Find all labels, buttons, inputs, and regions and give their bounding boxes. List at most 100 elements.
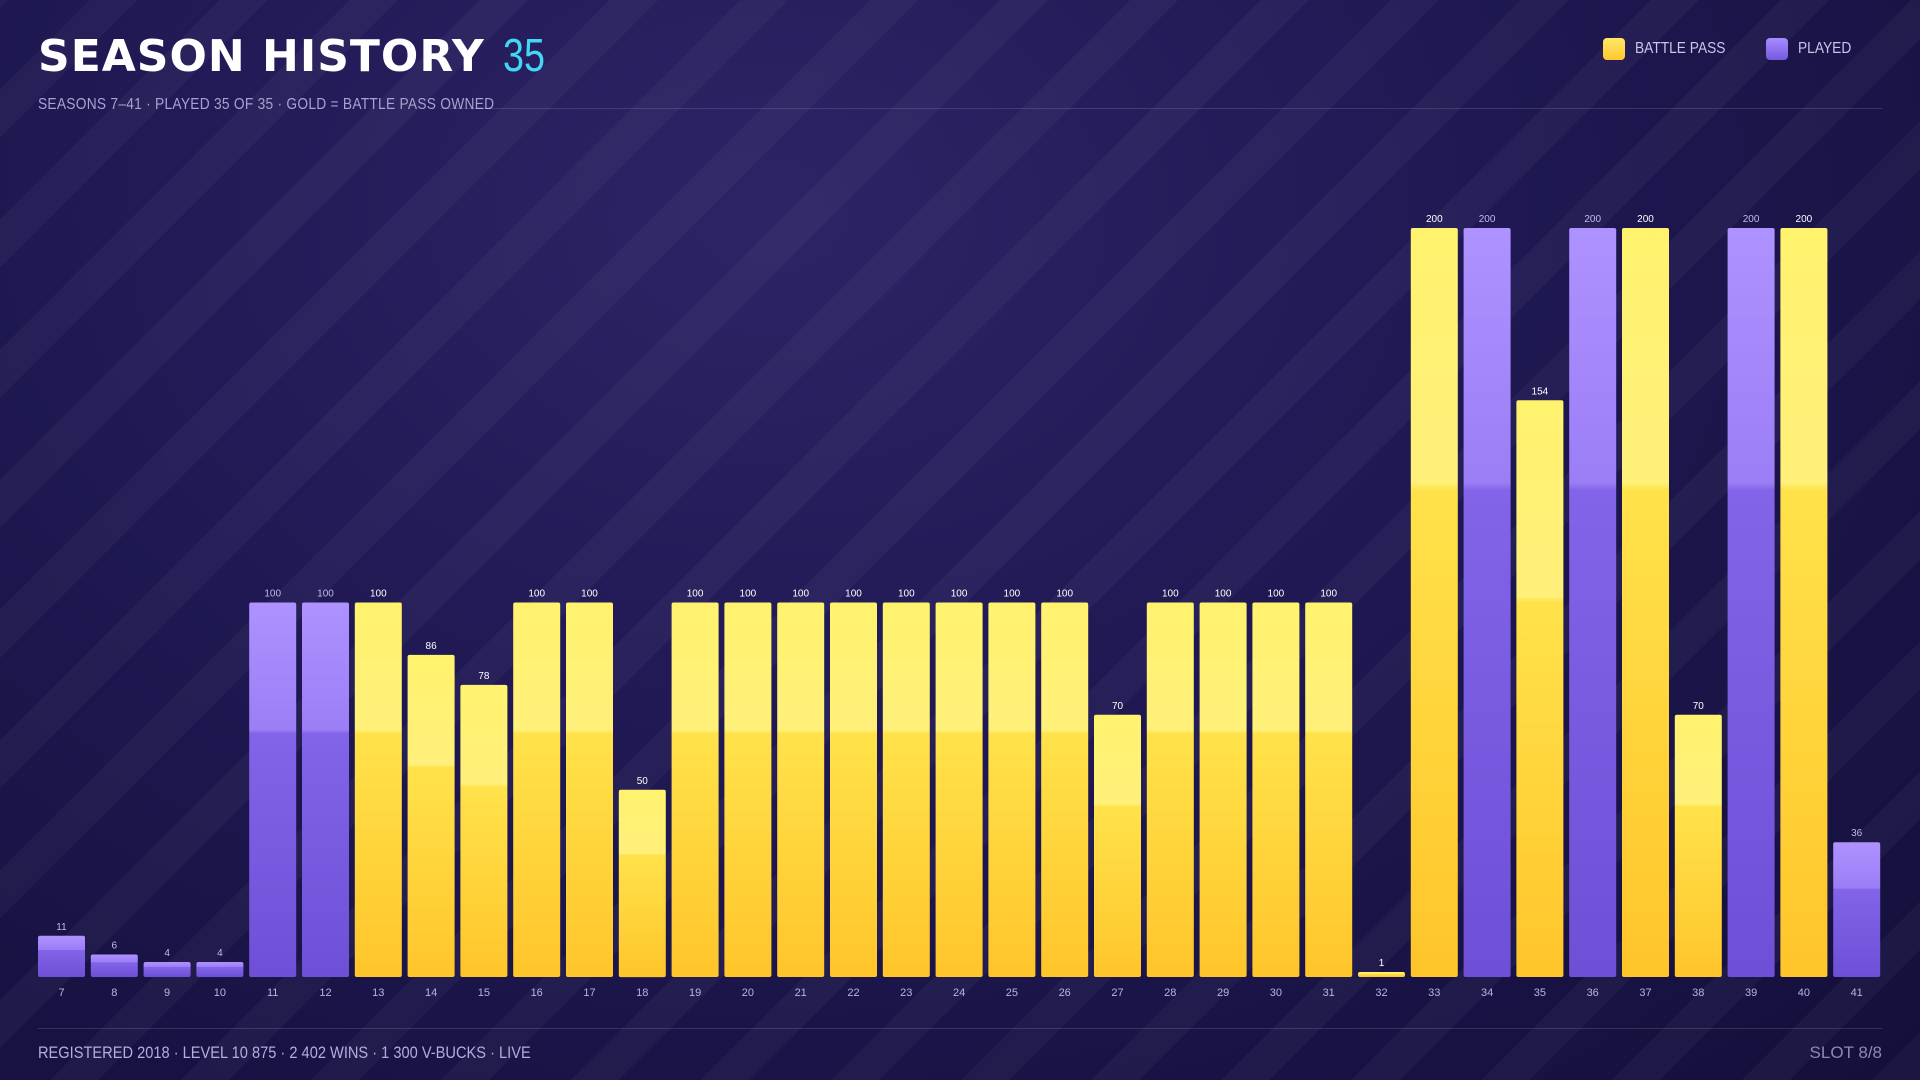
bar-value-label: 70: [1112, 701, 1124, 712]
bar-value-label: 200: [1584, 214, 1601, 225]
x-tick-label: 33: [1428, 987, 1440, 999]
bars-group: [38, 228, 1881, 978]
bar-value-label: 50: [637, 776, 649, 787]
bar-value-label: 86: [426, 641, 438, 652]
x-tick-label: 10: [214, 987, 226, 999]
x-tick-label: 9: [164, 987, 170, 999]
bar-value-label: 100: [1004, 589, 1021, 600]
bar-value-label: 100: [951, 589, 968, 600]
footer-slot: SLOT 8/8: [1809, 1043, 1882, 1062]
x-tick-label: 8: [111, 987, 117, 999]
footer-stats: REGISTERED 2018 · LEVEL 10 875 · 2 402 W…: [38, 1043, 531, 1062]
x-tick-label: 29: [1217, 987, 1229, 999]
bar-season-38: [1674, 714, 1722, 977]
battle-pass-swatch: [1602, 38, 1625, 60]
bar-season-36: [1569, 228, 1617, 977]
bar-value-label: 200: [1743, 214, 1760, 225]
x-tick-label: 26: [1059, 987, 1071, 999]
x-tick-label: 34: [1481, 987, 1493, 999]
chart-title: SEASON HISTORY: [38, 31, 485, 82]
played-swatch: [1766, 38, 1789, 60]
x-tick-label: 12: [319, 987, 331, 999]
footer-divider: [38, 1028, 1882, 1029]
bar-season-40: [1780, 228, 1828, 977]
bar-value-label: 11: [56, 922, 67, 933]
x-tick-label: 24: [953, 987, 965, 999]
bar-season-23: [882, 602, 930, 977]
bar-season-10: [196, 962, 244, 977]
bar-season-21: [777, 602, 825, 977]
x-tick-label: 13: [372, 987, 384, 999]
x-tick-label: 27: [1111, 987, 1123, 999]
bar-value-label: 200: [1426, 214, 1443, 225]
bar-season-18: [618, 789, 666, 978]
bar-season-39: [1727, 228, 1775, 977]
bar-season-16: [513, 602, 561, 977]
bar-value-label: 6: [112, 941, 118, 952]
x-tick-label: 20: [742, 987, 754, 999]
bar-value-label: 200: [1479, 214, 1496, 225]
bar-value-label: 200: [1796, 214, 1813, 225]
x-tick-label: 23: [900, 987, 912, 999]
x-tick-label: 21: [795, 987, 807, 999]
bar-value-label: 100: [898, 589, 915, 600]
x-tick-label: 16: [531, 987, 543, 999]
bar-season-9: [143, 962, 191, 977]
x-tick-label: 37: [1639, 987, 1651, 999]
x-tick-label: 30: [1270, 987, 1282, 999]
x-tick-label: 18: [636, 987, 648, 999]
bar-value-label: 200: [1637, 214, 1654, 225]
bar-value-label: 100: [792, 589, 809, 600]
x-tick-label: 15: [478, 987, 490, 999]
x-tick-label: 32: [1375, 987, 1387, 999]
bar-season-26: [1041, 602, 1089, 977]
season-count: 35: [502, 29, 545, 81]
chart-header: SEASON HISTORY 35 SEASONS 7–41 · PLAYED …: [38, 28, 569, 114]
bar-season-25: [988, 602, 1036, 977]
bar-season-11: [249, 602, 297, 977]
x-tick-label: 31: [1323, 987, 1335, 999]
bar-season-30: [1252, 602, 1300, 977]
header-divider: [440, 108, 1882, 109]
bar-value-label: 100: [370, 589, 387, 600]
bar-season-33: [1410, 228, 1458, 977]
bar-value-label: 100: [264, 589, 281, 600]
legend-item-played: PLAYED: [1766, 38, 1860, 60]
bar-value-label: 100: [1268, 589, 1285, 600]
bar-season-37: [1622, 228, 1669, 977]
legend: BATTLE PASS PLAYED: [1602, 38, 1860, 60]
x-tick-label: 36: [1587, 987, 1599, 999]
x-tick-labels-group: 7 8 9 10 11 12 13 14 15 16 17 18 19 20 21 22 23 24 25 26 27 2…: [58, 987, 1862, 999]
bar-season-41: [1833, 842, 1881, 977]
bar-value-label: 154: [1532, 386, 1549, 397]
x-tick-label: 14: [425, 987, 437, 999]
title-row: SEASON HISTORY 35: [38, 28, 569, 82]
bar-value-label: 78: [478, 671, 490, 682]
bar-season-28: [1146, 602, 1194, 977]
x-tick-label: 17: [583, 987, 595, 999]
x-tick-label: 11: [267, 987, 278, 999]
x-tick-label: 39: [1745, 987, 1757, 999]
bar-value-label: 100: [528, 589, 545, 600]
bar-value-label: 100: [740, 589, 757, 600]
bar-season-29: [1199, 602, 1247, 977]
bar-value-label: 100: [1320, 589, 1337, 600]
bar-season-17: [566, 602, 613, 977]
bar-season-19: [671, 602, 719, 977]
bar-value-label: 1: [1379, 958, 1385, 969]
legend-item-battle-pass: BATTLE PASS: [1602, 38, 1740, 60]
x-tick-label: 7: [58, 987, 64, 999]
bar-season-8: [90, 954, 138, 977]
bar-season-34: [1463, 228, 1511, 977]
bar-season-14: [407, 654, 455, 977]
value-labels-group: 11 6 4 4 100 100 100 86 78 100 100 50 100 100 100 100 10…: [56, 214, 1862, 969]
x-tick-label: 41: [1851, 987, 1863, 999]
bar-season-24: [935, 602, 983, 977]
bar-season-32: [1358, 972, 1405, 977]
bar-value-label: 100: [581, 589, 598, 600]
bar-season-20: [724, 602, 772, 977]
x-tick-label: 40: [1798, 987, 1810, 999]
bar-value-label: 100: [317, 589, 334, 600]
legend-label-battle-pass: BATTLE PASS: [1634, 40, 1726, 57]
